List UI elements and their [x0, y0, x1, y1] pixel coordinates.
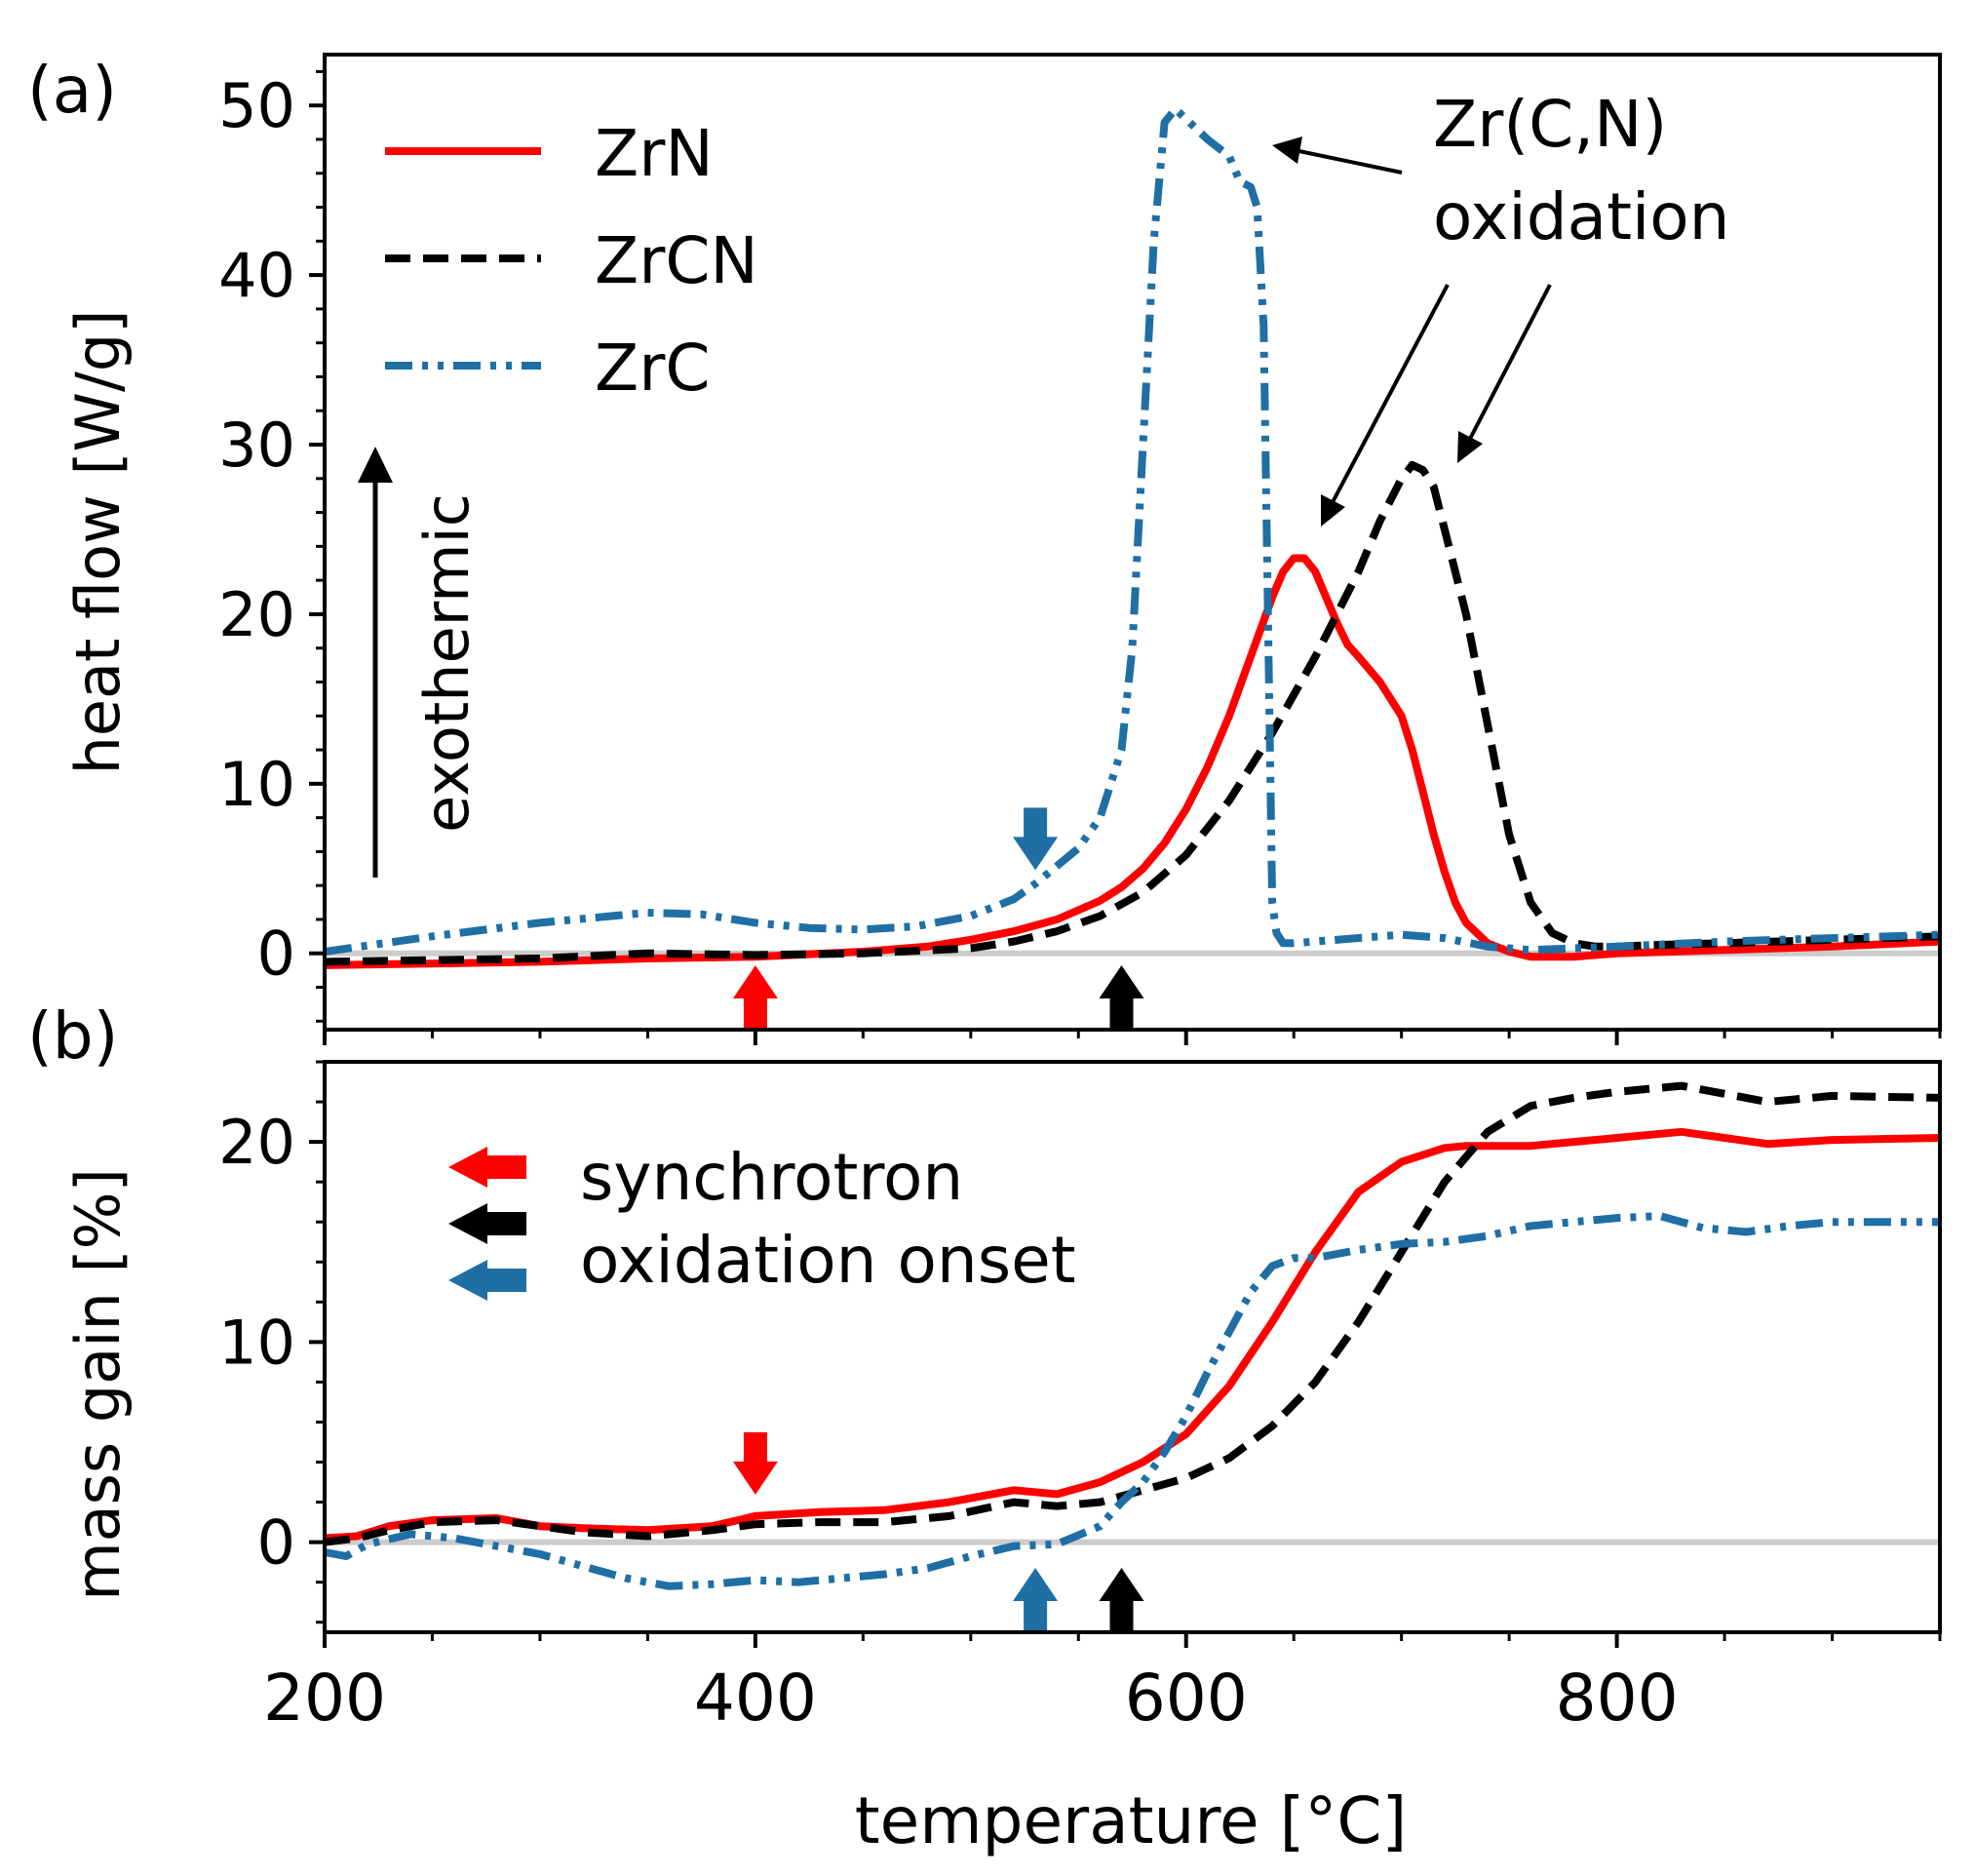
oxidation-label-line2: oxidation: [1433, 179, 1730, 254]
series-line-zrn-a: [325, 554, 1940, 969]
y-tick-label-a: 50: [218, 70, 295, 141]
series-group-b: [325, 1081, 1940, 1590]
annotation-arrow-zrcn: [1468, 284, 1552, 440]
legend-label-zrc: ZrC: [595, 331, 710, 406]
onset-arrow-a: [1099, 965, 1144, 1028]
x-tick-label: 600: [1125, 1661, 1248, 1736]
oxidation-label-line1: Zr(C,N): [1433, 87, 1667, 162]
legend-arrowhead-red: [448, 1147, 487, 1188]
x-ticks-b: 200 400 600 800: [263, 1632, 1942, 1736]
y-ticks-b: 0 10 20: [218, 1060, 325, 1624]
legend-label-zrn: ZrN: [595, 116, 714, 191]
legend-arrowhead-blue: [448, 1260, 487, 1301]
onset-arrows-b: [732, 1431, 1144, 1630]
x-tick-label: 400: [694, 1661, 817, 1736]
annotation-arrowhead-zrcn: [1457, 431, 1483, 463]
y-tick-label-a: 0: [257, 918, 295, 990]
panel-b-mass-gain: 0 10 20 200 400 600 800 (b) mass gain [%] tem…: [27, 998, 1942, 1858]
legend-label-zrcn: ZrCN: [595, 223, 758, 298]
oxidation-annotation: Zr(C,N) oxidation: [1272, 87, 1730, 527]
y-tick-label-b: 10: [218, 1307, 295, 1378]
exothermic-annotation: exothermic: [358, 447, 483, 878]
y-axis-label-b: mass gain [%]: [62, 1168, 134, 1601]
onset-arrow-a: [732, 965, 778, 1028]
legend-a: ZrN ZrCN ZrC: [385, 116, 758, 406]
x-axis-label: temperature [°C]: [855, 1783, 1407, 1858]
series-group-a: [325, 104, 1940, 969]
axes-frame-b: [323, 1060, 1942, 1634]
series-line-zrcn-b: [325, 1081, 1940, 1546]
axes-frame-a: [323, 53, 1942, 1032]
y-tick-label-b: 20: [218, 1107, 295, 1178]
onset-arrow-b: [732, 1431, 778, 1495]
exothermic-label: exothermic: [411, 493, 483, 833]
legend-arrowhead-black: [448, 1203, 487, 1244]
y-tick-label-a: 10: [218, 749, 295, 820]
series-line-zrcn-a: [325, 460, 1940, 966]
onset-arrow-a: [1013, 807, 1059, 871]
onset-arrow-b: [1099, 1568, 1144, 1630]
y-tick-label-a: 40: [218, 240, 295, 311]
annotation-arrowhead-zrn: [1321, 494, 1345, 527]
onset-arrow-b: [1013, 1568, 1059, 1630]
x-tick-label: 200: [263, 1661, 386, 1736]
series-line-zrn-b: [325, 1127, 1940, 1543]
series-line-zrc-a: [325, 104, 1940, 956]
panel-label-a: (a): [27, 53, 117, 128]
legend-label-synchrotron: synchrotron: [580, 1140, 963, 1215]
onset-arrows-a: [732, 807, 1144, 1028]
y-tick-label-a: 30: [218, 410, 295, 481]
y-ticks-a: 0 10 20 30 40 50: [218, 69, 325, 1023]
legend-label-oxidation-onset: oxidation onset: [580, 1223, 1076, 1298]
panel-a-heat-flow: 0 10 20 30 40 50 (a) heat flow [W/g] ZrN ZrCN…: [27, 53, 1942, 1045]
x-ticks-a: [323, 1030, 1942, 1045]
y-axis-label-a: heat flow [W/g]: [62, 310, 134, 775]
y-tick-label-a: 20: [218, 579, 295, 650]
exothermic-arrow-head: [358, 447, 393, 483]
annotation-arrowhead-zrc: [1272, 137, 1302, 164]
y-tick-label-b: 0: [257, 1507, 295, 1579]
x-tick-label: 800: [1556, 1661, 1679, 1736]
annotation-arrow-zrn: [1331, 284, 1450, 503]
panel-label-b: (b): [27, 998, 118, 1074]
annotation-arrow-zrc: [1294, 148, 1403, 175]
legend-b: synchrotron oxidation onset: [448, 1140, 1076, 1301]
